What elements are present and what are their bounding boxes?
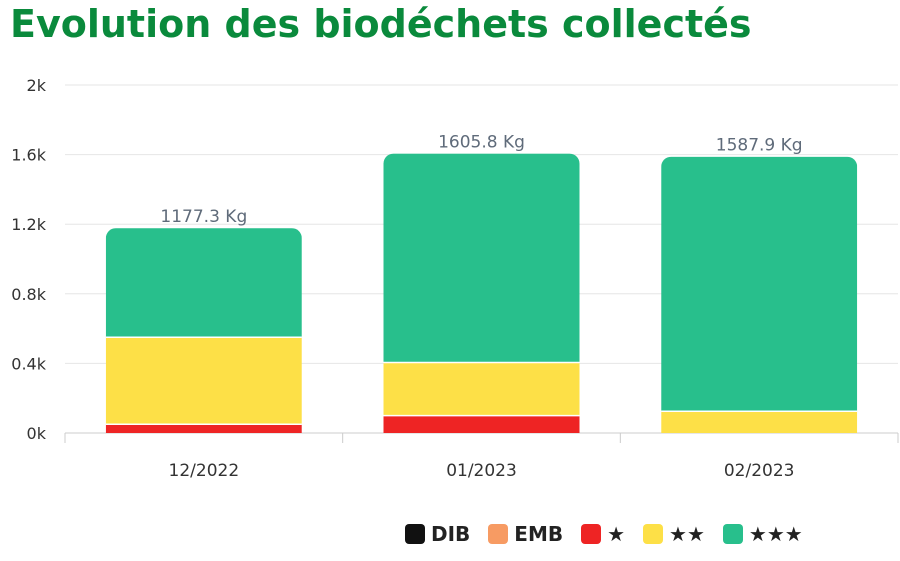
legend-label-two-star: ★★ bbox=[669, 522, 705, 546]
bar-segment-one-star bbox=[105, 424, 302, 433]
bar-segment-three-star bbox=[105, 228, 302, 338]
y-tick-label: 0k bbox=[27, 424, 47, 443]
total-label: 1177.3 Kg bbox=[160, 207, 247, 227]
legend-label-three-star: ★★★ bbox=[748, 522, 803, 546]
y-tick-label: 2k bbox=[27, 76, 47, 95]
legend-swatch-one-star bbox=[581, 524, 602, 544]
x-tick-label: 01/2023 bbox=[446, 461, 517, 481]
legend-item-one-star[interactable]: ★ bbox=[581, 522, 625, 546]
legend-item-emb[interactable]: EMB bbox=[488, 522, 563, 546]
legend-swatch-dib bbox=[405, 524, 425, 544]
legend-swatch-three-star bbox=[722, 524, 743, 544]
legend-swatch-two-star bbox=[643, 524, 664, 544]
bar-chart: 0k 0.4k 0.8k 1.2k 1.6k 2k 1177.3 Kg 12/2022 1605… bbox=[11, 76, 899, 481]
y-tick-label: 0.4k bbox=[11, 354, 46, 373]
x-tick-label: 02/2023 bbox=[724, 461, 795, 481]
y-tick-label: 1.2k bbox=[11, 215, 46, 234]
legend-item-three-star[interactable]: ★★★ bbox=[722, 522, 803, 546]
y-tick-label: 0.8k bbox=[11, 285, 46, 304]
legend-item-dib[interactable]: DIB bbox=[405, 522, 470, 546]
bar-segment-three-star bbox=[661, 156, 858, 412]
x-tick-label: 12/2022 bbox=[169, 461, 240, 481]
legend-swatch-emb bbox=[488, 524, 509, 544]
legend: DIB EMB ★ ★★ ★★★ bbox=[405, 520, 803, 548]
legend-label-dib: DIB bbox=[431, 522, 471, 546]
legend-label-emb: EMB bbox=[514, 522, 564, 546]
bar-segment-two-star bbox=[105, 337, 302, 425]
y-tick-label: 1.6k bbox=[11, 146, 46, 165]
legend-item-two-star[interactable]: ★★ bbox=[643, 522, 705, 546]
bar-segment-two-star bbox=[383, 362, 580, 416]
legend-label-one-star: ★ bbox=[607, 522, 626, 546]
bar-segment-one-star bbox=[383, 415, 580, 433]
total-label: 1605.8 Kg bbox=[438, 133, 525, 153]
chart-title: Evolution des biodéchets collectés bbox=[10, 2, 752, 46]
bar-segment-two-star bbox=[661, 411, 858, 433]
total-label: 1587.9 Kg bbox=[716, 136, 803, 156]
bar-segment-three-star bbox=[383, 153, 580, 363]
